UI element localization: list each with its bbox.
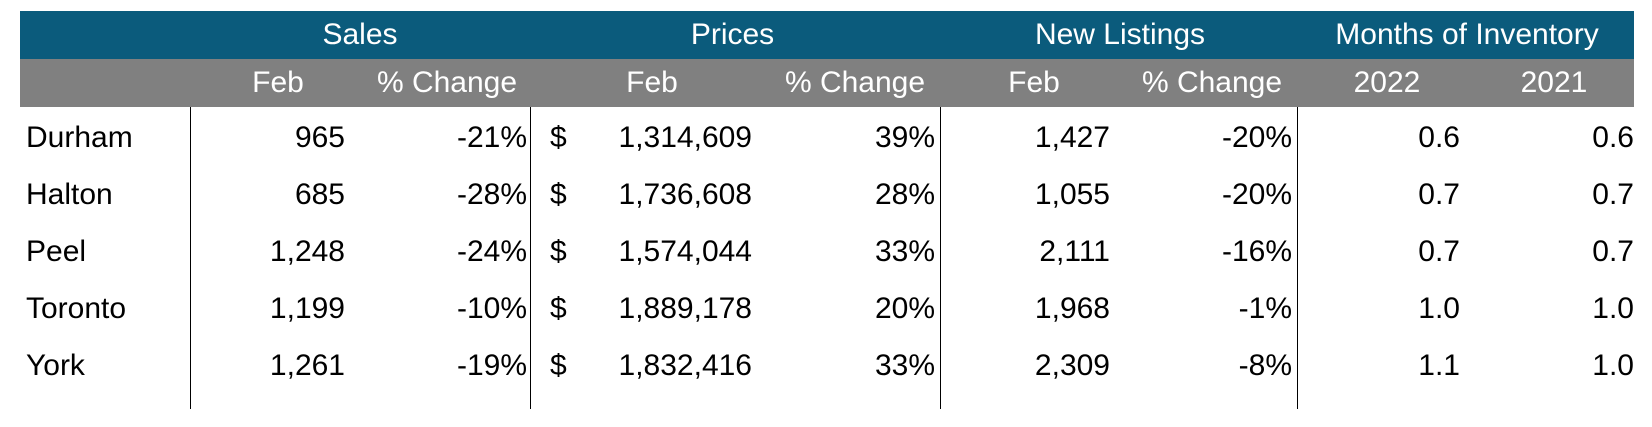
table-cell: 1,574,044	[618, 235, 752, 268]
table-cell: 28%	[874, 178, 935, 211]
table-cell: 1,968	[1034, 292, 1110, 325]
sub-header-1: Feb	[252, 66, 304, 99]
table-cell: 20%	[874, 292, 935, 325]
table-cell: 1.1	[1418, 349, 1460, 382]
group-header-1: Sales	[322, 18, 398, 51]
group-header-band	[20, 11, 1634, 59]
table-cell: 1,314,609	[618, 121, 752, 154]
table-cell: -24%	[456, 235, 527, 268]
table-cell: 685	[294, 178, 345, 211]
sub-header-5: Feb	[1008, 66, 1060, 99]
table-cell: 1,248	[269, 235, 345, 268]
sub-header-6: % Change	[1141, 66, 1283, 99]
group-header-2: Prices	[690, 18, 775, 51]
table-cell: -20%	[1221, 121, 1292, 154]
table-cell: 1,832,416	[618, 349, 752, 382]
sub-header-8: 2021	[1520, 66, 1588, 99]
group-header-4: Months of Inventory	[1335, 18, 1599, 51]
column-divider-4	[1297, 107, 1298, 409]
table-cell: 965	[294, 121, 345, 154]
row-label: Halton	[26, 178, 113, 211]
table-cell: 0.7	[1592, 235, 1634, 268]
sub-header-4: % Change	[784, 66, 926, 99]
table-cell: 33%	[874, 235, 935, 268]
table-cell: 1,889,178	[618, 292, 752, 325]
table-cell: 1,055	[1034, 178, 1110, 211]
column-divider-3	[940, 107, 941, 409]
table-cell: -20%	[1221, 178, 1292, 211]
sub-header-band	[20, 59, 1634, 107]
currency-symbol: $	[550, 349, 567, 382]
table-cell: 0.6	[1418, 121, 1460, 154]
table-cell: -28%	[456, 178, 527, 211]
currency-symbol: $	[550, 121, 567, 154]
table-cell: 0.7	[1418, 235, 1460, 268]
table-cell: -1%	[1238, 292, 1292, 325]
table-cell: 39%	[874, 121, 935, 154]
currency-symbol: $	[550, 235, 567, 268]
row-label: Durham	[26, 121, 133, 154]
group-header-3: New Listings	[1034, 18, 1206, 51]
row-label: York	[26, 349, 85, 382]
table-cell: 1.0	[1592, 349, 1634, 382]
table-cell: 1.0	[1592, 292, 1634, 325]
table-cell: -10%	[456, 292, 527, 325]
table-cell: -21%	[456, 121, 527, 154]
currency-symbol: $	[550, 178, 567, 211]
table-cell: 0.7	[1592, 178, 1634, 211]
sub-header-3: Feb	[626, 66, 678, 99]
table-cell: 2,111	[1039, 235, 1110, 268]
column-divider-2	[530, 107, 531, 409]
table-cell: 1,261	[269, 349, 345, 382]
table-cell: 33%	[874, 349, 935, 382]
table-cell: -16%	[1221, 235, 1292, 268]
table-cell: 0.6	[1592, 121, 1634, 154]
table-cell: 0.7	[1418, 178, 1460, 211]
table-cell: 1,736,608	[618, 178, 752, 211]
table-cell: 1,199	[269, 292, 345, 325]
sub-header-7: 2022	[1353, 66, 1421, 99]
row-label: Peel	[26, 235, 87, 268]
column-divider-1	[190, 107, 191, 409]
row-label: Toronto	[26, 292, 127, 325]
sub-header-2: % Change	[376, 66, 518, 99]
table-cell: 1,427	[1034, 121, 1110, 154]
table-cell: -19%	[456, 349, 527, 382]
table-cell: -8%	[1238, 349, 1292, 382]
table-cell: 1.0	[1418, 292, 1460, 325]
currency-symbol: $	[550, 292, 567, 325]
table-cell: 2,309	[1034, 349, 1110, 382]
